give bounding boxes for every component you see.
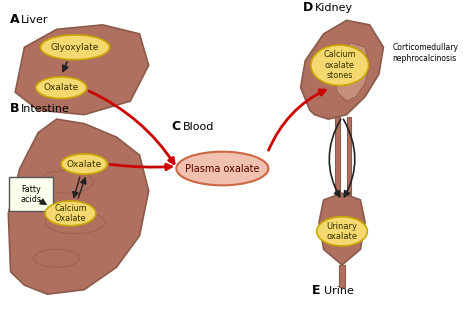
Text: Calcium
Oxalate: Calcium Oxalate — [54, 204, 87, 223]
Text: Glyoxylate: Glyoxylate — [51, 43, 99, 52]
Text: Oxalate: Oxalate — [67, 160, 102, 168]
Text: Calcium
oxalate
stones: Calcium oxalate stones — [323, 50, 356, 80]
Text: Plasma oxalate: Plasma oxalate — [185, 164, 260, 174]
Text: B: B — [9, 102, 19, 115]
FancyBboxPatch shape — [9, 178, 53, 211]
Text: Urinary
oxalate: Urinary oxalate — [327, 222, 357, 241]
Ellipse shape — [317, 217, 367, 246]
Text: Blood: Blood — [183, 122, 215, 132]
Polygon shape — [319, 193, 365, 265]
Ellipse shape — [176, 152, 268, 185]
Ellipse shape — [311, 45, 368, 85]
Polygon shape — [346, 117, 351, 198]
Ellipse shape — [36, 77, 87, 98]
Polygon shape — [8, 119, 149, 294]
Text: C: C — [172, 120, 181, 133]
Text: Fatty
acids: Fatty acids — [20, 185, 42, 204]
Ellipse shape — [40, 35, 109, 60]
Ellipse shape — [61, 154, 107, 174]
Polygon shape — [301, 20, 383, 119]
Polygon shape — [335, 117, 340, 198]
Text: Corticomedullary
nephrocalcinosis: Corticomedullary nephrocalcinosis — [392, 43, 459, 63]
Text: Urine: Urine — [324, 286, 354, 296]
Text: D: D — [303, 1, 313, 14]
Text: Oxalate: Oxalate — [44, 83, 79, 92]
Ellipse shape — [45, 201, 96, 226]
Text: Liver: Liver — [21, 15, 48, 25]
Text: Intestine: Intestine — [21, 104, 70, 114]
Text: A: A — [9, 13, 19, 26]
Polygon shape — [15, 25, 149, 115]
Polygon shape — [339, 265, 345, 287]
Text: E: E — [312, 284, 320, 297]
Text: Kidney: Kidney — [314, 3, 353, 13]
Polygon shape — [333, 43, 370, 101]
